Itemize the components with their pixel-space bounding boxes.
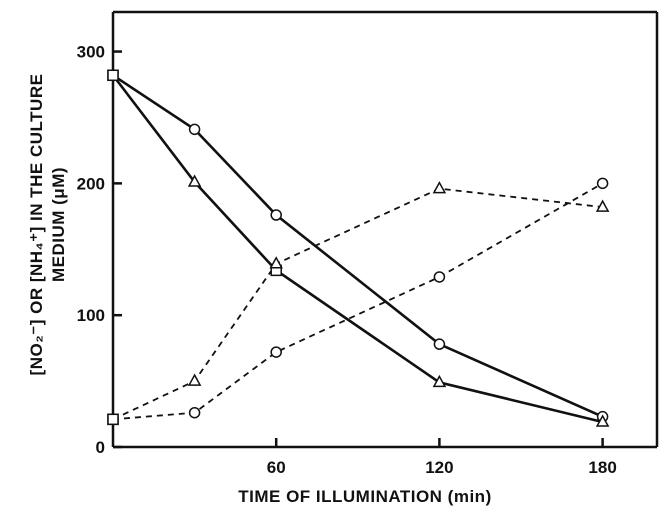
x-tick-label: 120 <box>425 458 453 477</box>
data-point <box>269 256 283 269</box>
data-point <box>432 181 447 194</box>
data-point <box>107 69 119 82</box>
y-tick-label: 200 <box>77 174 105 193</box>
markers-layer <box>107 69 610 427</box>
y-tick-label: 300 <box>77 43 105 62</box>
x-tick-label: 60 <box>267 458 286 477</box>
x-axis-title: TIME OF ILLUMINATION (min) <box>238 487 491 506</box>
data-point <box>187 174 202 187</box>
axes <box>111 10 659 449</box>
data-point <box>187 373 202 386</box>
y-tick-label: 100 <box>77 306 105 325</box>
data-point <box>433 338 446 350</box>
ticks: 0 100 200 300 60 120 180 <box>77 43 617 477</box>
data-point <box>595 414 610 427</box>
series-line-1 <box>111 74 603 424</box>
x-tick-label: 180 <box>588 458 616 477</box>
data-point <box>188 123 201 136</box>
data-point <box>107 413 119 426</box>
data-point <box>596 177 609 190</box>
series-layer <box>111 74 604 424</box>
data-point <box>595 199 610 212</box>
y-axis-title-line2: MEDIUM (μM) <box>49 167 68 282</box>
series-line-0 <box>112 74 604 418</box>
y-axis-title: [NO₂⁻] OR [NH₄⁺] IN THE CULTURE MEDIUM (… <box>27 74 68 376</box>
data-point <box>188 406 201 419</box>
data-point <box>270 346 282 358</box>
y-tick-label: 0 <box>96 438 105 457</box>
data-point <box>433 271 446 283</box>
data-point <box>270 209 282 221</box>
y-axis-title-line1: [NO₂⁻] OR [NH₄⁺] IN THE CULTURE <box>27 74 46 376</box>
data-point <box>432 374 447 388</box>
